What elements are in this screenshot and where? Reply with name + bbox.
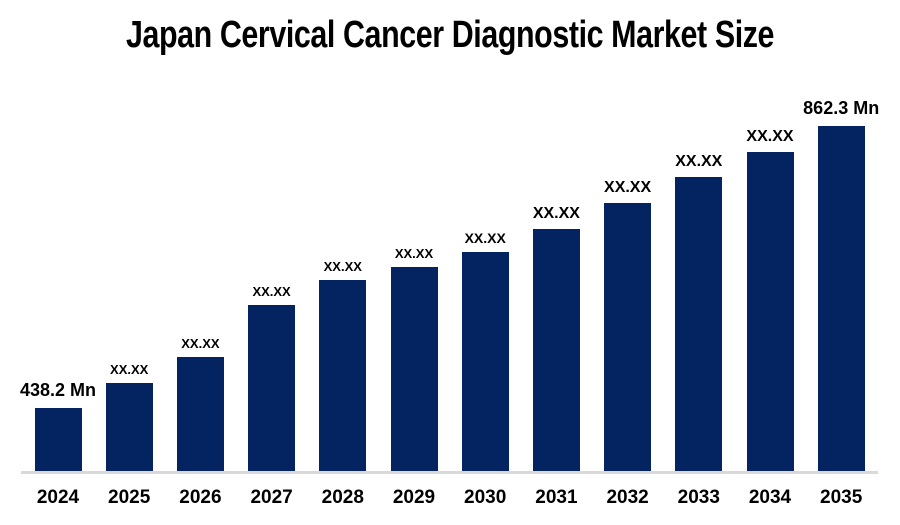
bar <box>461 252 509 473</box>
x-axis-label: 2035 <box>820 487 863 508</box>
x-axis-label: 2034 <box>748 487 792 508</box>
bar <box>746 152 794 473</box>
x-axis-label: 2024 <box>36 487 80 508</box>
bar-value-label: 438.2 Mn <box>19 380 97 400</box>
bar-group: XX.XX <box>378 247 450 473</box>
bar-group: XX.XX <box>93 363 165 473</box>
bar-value-label: XX.XX <box>675 153 723 170</box>
bar <box>176 357 224 473</box>
bar-group: XX.XX <box>236 285 308 473</box>
bar <box>604 203 652 473</box>
bar <box>105 383 153 473</box>
bar <box>319 280 367 473</box>
bar-group: 438.2 Mn <box>19 380 97 473</box>
bar-value-label: XX.XX <box>394 246 434 261</box>
bar-group: XX.XX <box>734 129 806 473</box>
x-axis-label: 2033 <box>677 487 720 508</box>
bar <box>390 267 438 473</box>
bar-value-label: XX.XX <box>464 230 506 246</box>
x-axis-label: 2028 <box>321 487 364 508</box>
x-axis-label: 2029 <box>392 487 436 508</box>
bar <box>532 229 580 473</box>
x-axis-label: 2032 <box>606 487 649 508</box>
bar-value-label: XX.XX <box>252 284 291 299</box>
x-axis-label: 2025 <box>108 487 151 508</box>
bar-value-label: XX.XX <box>110 362 149 377</box>
bar-value-label: XX.XX <box>323 259 362 274</box>
bar <box>675 177 723 473</box>
chart-title: Japan Cervical Cancer Diagnostic Market … <box>125 14 775 56</box>
x-axis-label: 2031 <box>535 487 578 508</box>
bar-value-label: XX.XX <box>532 205 580 222</box>
bar <box>34 408 82 473</box>
x-axis-label: 2030 <box>464 487 507 508</box>
bar-group: XX.XX <box>307 260 379 473</box>
bar-value-label: XX.XX <box>604 179 652 196</box>
bar-group: XX.XX <box>592 180 664 473</box>
bar-group: XX.XX <box>449 231 521 473</box>
bar-value-label: XX.XX <box>181 336 220 351</box>
bar <box>248 305 296 473</box>
bar-group: XX.XX <box>663 154 735 473</box>
x-axis-label: 2027 <box>250 487 293 508</box>
x-axis-label: 2026 <box>179 487 222 508</box>
bar-group: XX.XX <box>520 206 592 473</box>
bar-group: 862.3 Mn <box>803 98 880 473</box>
bar-value-label: XX.XX <box>746 128 794 145</box>
bar-group: XX.XX <box>164 337 236 473</box>
bar <box>817 126 865 473</box>
bar-value-label: 862.3 Mn <box>803 98 880 118</box>
x-axis-line <box>21 471 878 474</box>
x-axis-labels: 2024 2025 2026 2027 2028 2029 2030 2031 2032 2033… <box>0 487 900 511</box>
